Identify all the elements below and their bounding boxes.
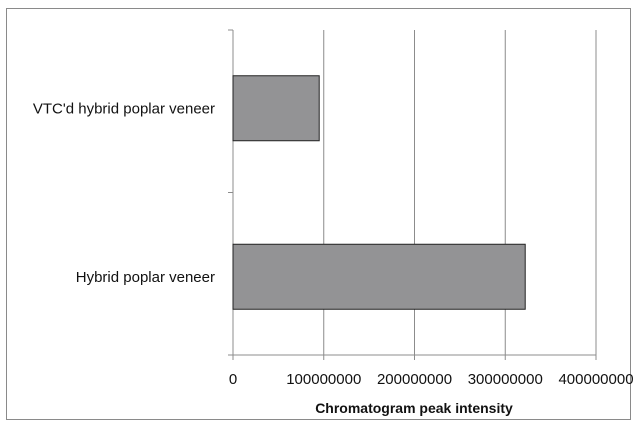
x-tick-label: 400000000 — [558, 371, 633, 388]
bar — [232, 243, 526, 310]
x-tick-label: 200000000 — [377, 371, 452, 388]
x-tick-label: 0 — [229, 371, 237, 388]
labels: 0 100000000 200000000 300000000 400000000 VTC… — [33, 100, 634, 388]
bars — [232, 75, 526, 310]
category-label: VTC'd hybrid poplar veneer — [33, 100, 215, 117]
x-tick-label: 100000000 — [286, 371, 361, 388]
bar — [232, 75, 320, 142]
x-axis-title: Chromatogram peak intensity — [315, 400, 513, 416]
x-tick-label: 300000000 — [468, 371, 543, 388]
category-label: Hybrid poplar veneer — [76, 269, 215, 286]
